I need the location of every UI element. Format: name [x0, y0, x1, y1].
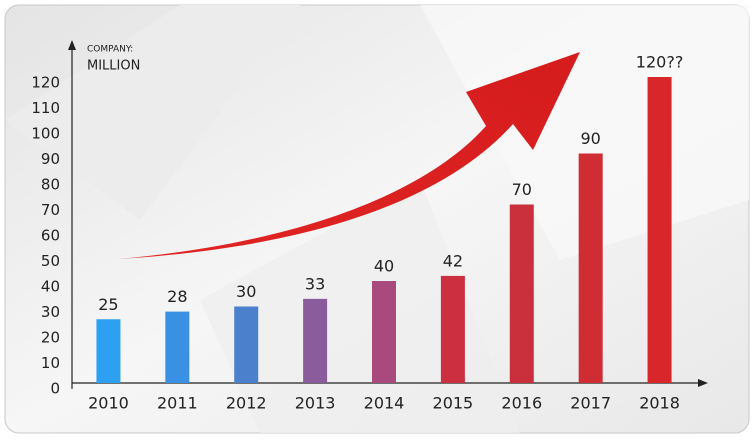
trend-arrow — [118, 52, 580, 259]
x-tick-label: 2014 — [364, 394, 405, 413]
value-label: 30 — [236, 282, 256, 301]
y-label-top: COMPANY: — [87, 45, 133, 55]
bar — [303, 298, 328, 383]
x-tick-label: 2018 — [639, 394, 680, 413]
y-tick-label: 90 — [41, 150, 60, 168]
value-label: 120?? — [636, 53, 684, 72]
x-axis-arrow — [698, 379, 708, 387]
x-tick-label: 2012 — [226, 394, 267, 413]
x-tick-label: 2015 — [433, 394, 474, 413]
y-axis-arrow — [68, 40, 76, 50]
value-label: 40 — [374, 257, 394, 276]
x-tick-label: 2010 — [88, 394, 129, 413]
bar — [165, 311, 190, 383]
y-tick-label: 40 — [41, 278, 60, 296]
bg-poly — [200, 180, 520, 433]
bar — [440, 275, 465, 383]
y-tick-label: 60 — [41, 227, 60, 245]
y-tick-label: 50 — [41, 252, 60, 270]
bar — [234, 306, 259, 383]
value-label: 90 — [580, 129, 600, 148]
y-tick-label: 30 — [41, 303, 60, 321]
value-label: 25 — [98, 295, 118, 314]
y-tick-label: 80 — [41, 176, 60, 194]
y-tick-label: 20 — [41, 329, 60, 347]
y-tick-label: 120 — [31, 74, 60, 92]
y-label: MILLION — [87, 59, 140, 74]
x-tick-label: 2016 — [501, 394, 542, 413]
bar — [647, 77, 672, 383]
value-label: 28 — [167, 287, 187, 306]
y-tick-label: 10 — [41, 354, 60, 372]
x-tick-label: 2017 — [570, 394, 611, 413]
bar — [372, 281, 396, 383]
x-tick-label: 2013 — [295, 394, 336, 413]
bar — [96, 319, 121, 383]
x-tick-label: 2011 — [157, 394, 198, 413]
y-tick-label: 100 — [31, 125, 60, 143]
bg-poly — [5, 5, 300, 220]
y-tick-label: 0 — [50, 380, 60, 398]
bar — [578, 153, 603, 383]
value-label: 70 — [512, 180, 532, 199]
y-tick-label: 110 — [31, 99, 60, 117]
y-tick-label: 70 — [41, 201, 60, 219]
value-label: 42 — [443, 251, 463, 270]
value-label: 33 — [305, 274, 325, 293]
bar — [509, 204, 534, 383]
